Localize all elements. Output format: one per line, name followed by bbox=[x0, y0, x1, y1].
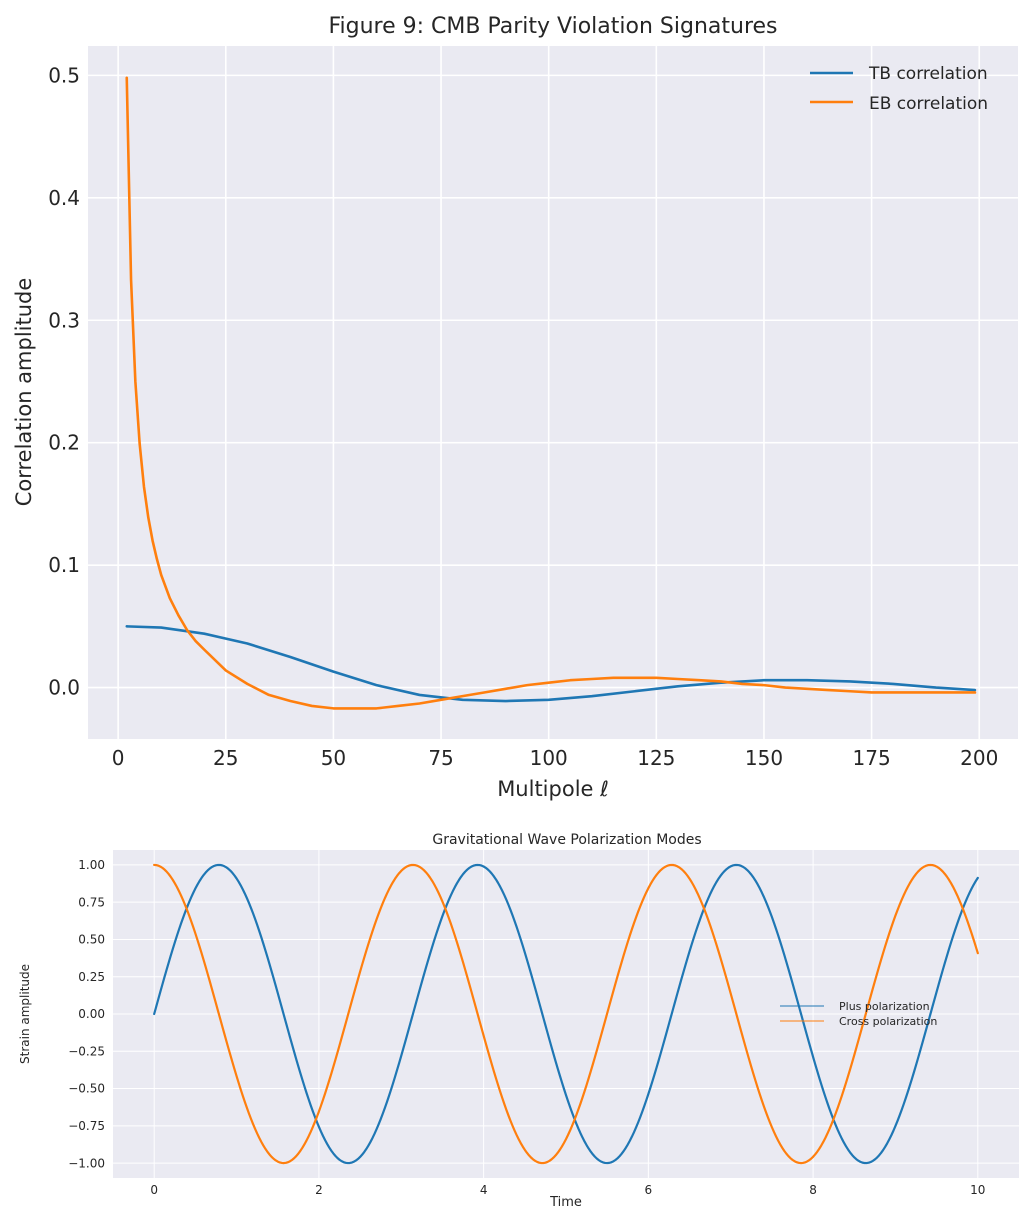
y-tick-label: 0.1 bbox=[48, 553, 80, 577]
gw-gridlines bbox=[113, 850, 1019, 1178]
y-tick-label: −1.00 bbox=[68, 1156, 105, 1170]
cmb-chart: Figure 9: CMB Parity Violation Signature… bbox=[12, 14, 1018, 801]
cmb-chart-title: Figure 9: CMB Parity Violation Signature… bbox=[328, 14, 777, 39]
x-tick-label: 8 bbox=[809, 1183, 817, 1197]
cmb-plot-area bbox=[88, 46, 1018, 739]
y-tick-label: −0.75 bbox=[68, 1119, 105, 1133]
series-line-plus-polarization bbox=[153, 863, 979, 1165]
x-tick-label: 150 bbox=[745, 746, 783, 770]
gw-legend: Plus polarization Cross polarization bbox=[780, 1000, 937, 1028]
cmb-legend: TB correlation EB correlation bbox=[810, 64, 988, 114]
x-tick-label: 6 bbox=[645, 1183, 653, 1197]
legend-label-eb: EB correlation bbox=[869, 94, 988, 114]
cmb-y-tick-labels: 0.0 0.1 0.2 0.3 0.4 0.5 bbox=[48, 63, 80, 699]
x-tick-label: 10 bbox=[970, 1183, 985, 1197]
x-tick-label: 100 bbox=[530, 746, 568, 770]
x-tick-label: 2 bbox=[315, 1183, 323, 1197]
series-line-tb-correlation bbox=[125, 625, 977, 703]
cmb-series-lines bbox=[125, 76, 977, 710]
legend-label-plus: Plus polarization bbox=[839, 1000, 930, 1013]
x-tick-label: 25 bbox=[213, 746, 238, 770]
y-tick-label: 0.00 bbox=[78, 1007, 105, 1021]
gw-x-tick-labels: 0 2 4 6 8 10 bbox=[150, 1183, 985, 1197]
cmb-x-axis-label: Multipole ℓ bbox=[497, 777, 609, 801]
y-tick-label: 0.2 bbox=[48, 431, 80, 455]
y-tick-label: 0.0 bbox=[48, 676, 80, 700]
gw-y-axis-label: Strain amplitude bbox=[18, 964, 32, 1064]
series-line-eb-correlation bbox=[125, 76, 977, 710]
x-tick-label: 4 bbox=[480, 1183, 488, 1197]
y-tick-label: 0.3 bbox=[48, 308, 80, 332]
x-tick-label: 0 bbox=[112, 746, 125, 770]
x-tick-label: 50 bbox=[321, 746, 346, 770]
x-tick-label: 125 bbox=[637, 746, 675, 770]
y-tick-label: 0.25 bbox=[78, 970, 105, 984]
y-tick-label: 0.50 bbox=[78, 933, 105, 947]
y-tick-label: 0.4 bbox=[48, 186, 80, 210]
y-tick-label: 1.00 bbox=[78, 858, 105, 872]
cmb-x-tick-labels: 0 25 50 75 100 125 150 175 200 bbox=[112, 746, 999, 770]
x-tick-label: 75 bbox=[428, 746, 453, 770]
legend-label-cross: Cross polarization bbox=[839, 1015, 937, 1028]
gw-chart: Gravitational Wave Polarization Modes 0 2… bbox=[18, 832, 1019, 1210]
gw-chart-title: Gravitational Wave Polarization Modes bbox=[432, 832, 701, 848]
x-tick-label: 0 bbox=[150, 1183, 158, 1197]
cmb-y-axis-label: Correlation amplitude bbox=[12, 278, 36, 507]
y-tick-label: 0.5 bbox=[48, 63, 80, 87]
gw-series-lines bbox=[153, 863, 979, 1165]
gw-x-axis-label: Time bbox=[549, 1195, 582, 1210]
y-tick-label: 0.75 bbox=[78, 895, 105, 909]
y-tick-label: −0.25 bbox=[68, 1044, 105, 1058]
cmb-gridlines bbox=[88, 46, 1018, 739]
legend-label-tb: TB correlation bbox=[868, 64, 988, 84]
x-tick-label: 175 bbox=[853, 746, 891, 770]
series-line-cross-polarization bbox=[153, 863, 979, 1165]
gw-y-tick-labels: 1.00 0.75 0.50 0.25 0.00 −0.25 −0.50 −0.75 −1.00 bbox=[68, 858, 105, 1170]
x-tick-label: 200 bbox=[960, 746, 998, 770]
y-tick-label: −0.50 bbox=[68, 1082, 105, 1096]
